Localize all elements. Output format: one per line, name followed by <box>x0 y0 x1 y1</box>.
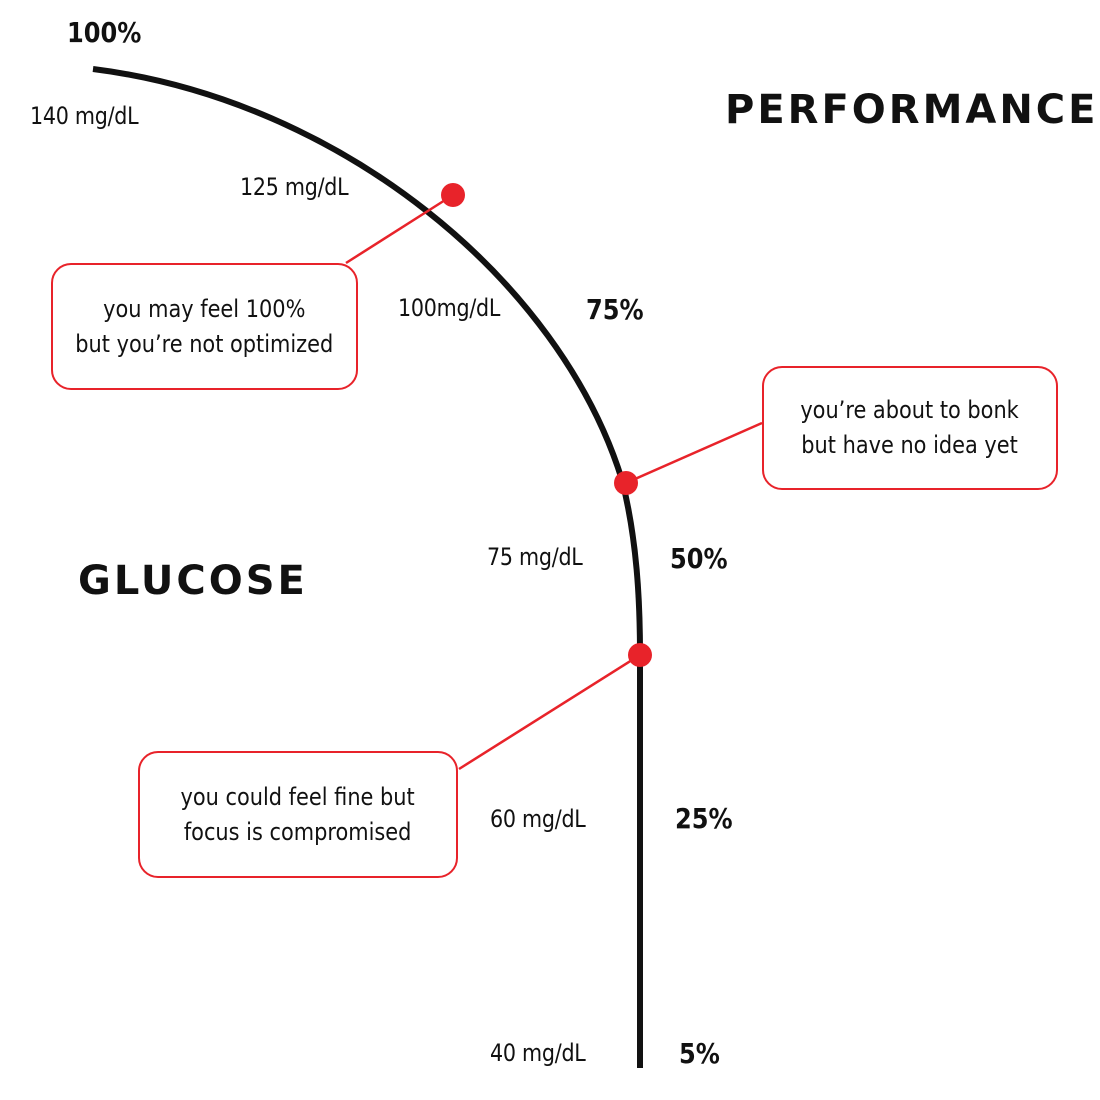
glucose-label-75: 75 mg/dL <box>487 543 583 571</box>
glucose-label-125: 125 mg/dL <box>240 173 349 201</box>
glucose-label-100: 100mg/dL <box>398 294 501 322</box>
callout-text-2: you’re about to bonk but have no idea ye… <box>800 396 1020 459</box>
performance-label-5: 5% <box>679 1037 720 1070</box>
marker-dot-1 <box>441 183 465 207</box>
callout-box-3: you could feel fine but focus is comprom… <box>138 751 458 878</box>
callout-text-1: you may feel 100% but you’re not optimiz… <box>75 294 334 358</box>
performance-curve <box>92 66 643 1068</box>
glucose-heading: GLUCOSE <box>78 558 308 604</box>
callout-box-1: you may feel 100% but you’re not optimiz… <box>51 263 358 390</box>
performance-label-75: 75% <box>586 293 644 326</box>
connector-line-1 <box>345 193 454 265</box>
connector-line-3 <box>458 653 641 771</box>
callout-box-2: you’re about to bonk but have no idea ye… <box>762 366 1058 490</box>
performance-heading: PERFORMANCE <box>725 87 1099 133</box>
marker-dot-2 <box>614 471 638 495</box>
performance-label-50: 50% <box>670 542 728 575</box>
glucose-label-40: 40 mg/dL <box>490 1039 586 1067</box>
performance-label-25: 25% <box>675 802 733 835</box>
callout-text-3: you could feel fine but focus is comprom… <box>180 782 416 846</box>
glucose-label-60: 60 mg/dL <box>490 805 586 833</box>
glucose-label-140: 140 mg/dL <box>30 102 139 130</box>
performance-label-100: 100% <box>67 16 142 49</box>
connector-line-2 <box>625 421 763 485</box>
marker-dot-3 <box>628 643 652 667</box>
